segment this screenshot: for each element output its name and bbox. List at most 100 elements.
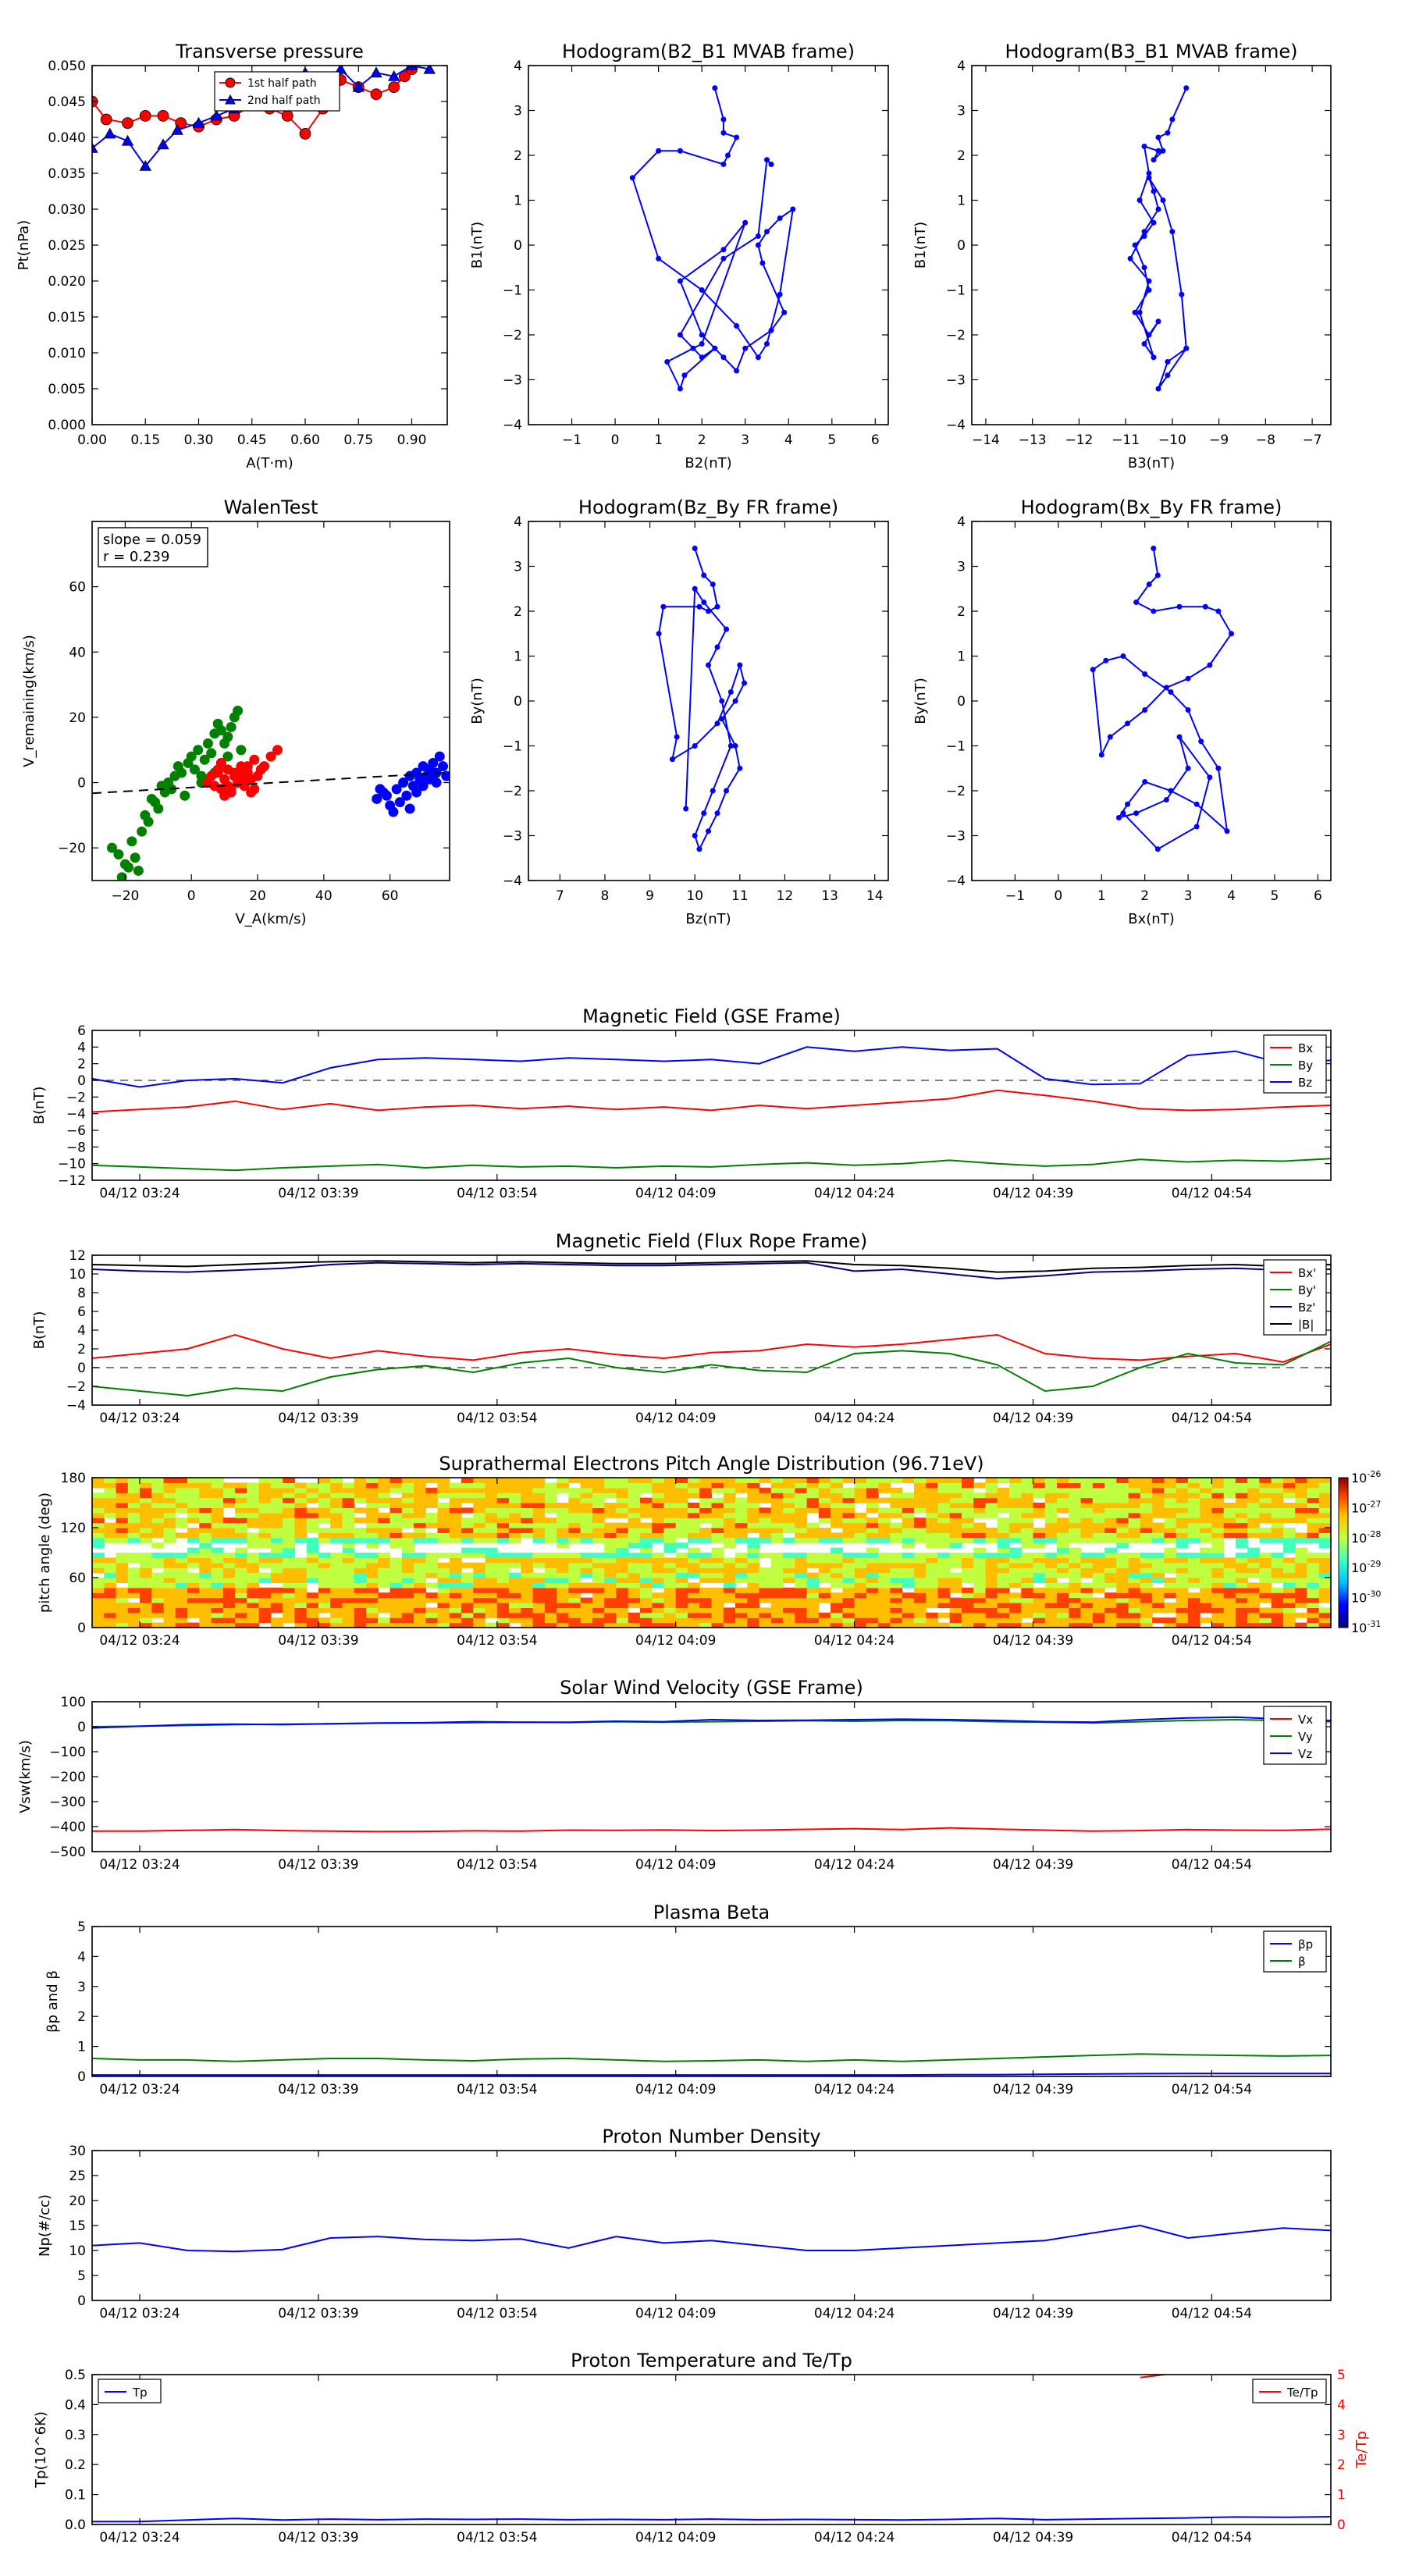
pad-cell bbox=[532, 1597, 546, 1603]
pad-cell bbox=[997, 1547, 1010, 1553]
pad-cell bbox=[449, 1607, 462, 1614]
pad-cell bbox=[973, 1603, 987, 1608]
pad-cell bbox=[854, 1537, 867, 1543]
pad-cell bbox=[1069, 1487, 1082, 1493]
pad-cell bbox=[187, 1592, 200, 1599]
pad-cell bbox=[639, 1562, 653, 1568]
pad-cell bbox=[92, 1507, 105, 1514]
pad-cell bbox=[854, 1497, 867, 1503]
pad-cell bbox=[962, 1592, 974, 1599]
pad-cell bbox=[688, 1607, 700, 1614]
pad-cell bbox=[878, 1567, 891, 1574]
pad-cell bbox=[127, 1507, 140, 1514]
pad-cell bbox=[283, 1522, 296, 1528]
pad-cell bbox=[235, 1528, 247, 1533]
temperature-xtick-label: 04/12 04:54 bbox=[1172, 2530, 1252, 2546]
pad-cell bbox=[258, 1587, 272, 1593]
walen_test-point bbox=[242, 761, 253, 772]
pad-cell bbox=[163, 1528, 176, 1533]
pad-cell bbox=[688, 1567, 700, 1574]
hodo_b2_b1-point bbox=[699, 332, 705, 338]
pad-cell bbox=[342, 1528, 355, 1533]
pad-cell bbox=[140, 1522, 152, 1528]
pad-cell bbox=[699, 1557, 713, 1564]
pad-cell bbox=[1033, 1557, 1046, 1564]
pad-cell bbox=[389, 1522, 403, 1528]
pad-cell bbox=[258, 1553, 272, 1558]
pad-cell bbox=[378, 1557, 391, 1564]
mag_fr-series-By' bbox=[92, 1340, 1331, 1397]
pad-cell bbox=[414, 1537, 426, 1543]
pad-cell bbox=[628, 1493, 641, 1499]
pad-cell bbox=[496, 1553, 510, 1558]
pad-cell bbox=[366, 1592, 379, 1599]
pad-cell bbox=[902, 1578, 915, 1583]
pad-cell bbox=[1211, 1528, 1225, 1533]
pad-panel: Suprathermal Electrons Pitch Angle Distr… bbox=[37, 1453, 1381, 1649]
pad-cell bbox=[735, 1597, 748, 1603]
pad-cell bbox=[675, 1528, 688, 1533]
pad-cell bbox=[592, 1478, 605, 1483]
pad-cell bbox=[318, 1482, 331, 1489]
pad-cell bbox=[258, 1522, 272, 1528]
pad-cell bbox=[747, 1603, 760, 1608]
pad-cell bbox=[557, 1503, 569, 1508]
pad-cell bbox=[783, 1487, 795, 1493]
pad-cell bbox=[1259, 1617, 1272, 1624]
pad-cell bbox=[1092, 1567, 1105, 1574]
pad-cell bbox=[783, 1522, 795, 1528]
pad-cell bbox=[973, 1528, 987, 1533]
pad-cell bbox=[997, 1557, 1010, 1564]
pad-cell bbox=[628, 1522, 641, 1528]
pad-cell bbox=[1283, 1578, 1296, 1583]
hodo_b2_b1-ylabel: B1(nT) bbox=[469, 222, 486, 269]
pad-cell bbox=[973, 1607, 987, 1614]
pad-cell bbox=[1247, 1617, 1261, 1624]
pad-cell bbox=[831, 1532, 843, 1539]
pad-cell bbox=[913, 1582, 927, 1589]
pad-cell bbox=[1164, 1493, 1177, 1499]
pad-cell bbox=[1057, 1572, 1069, 1578]
pad-cell bbox=[496, 1597, 510, 1603]
pad-cell bbox=[652, 1522, 665, 1528]
pad-cell bbox=[628, 1512, 641, 1518]
pad-cell bbox=[688, 1617, 700, 1624]
pad-cell bbox=[425, 1617, 439, 1624]
mag_fr-series-Bz' bbox=[92, 1261, 1331, 1280]
pad-cell bbox=[806, 1487, 820, 1493]
pad-cell bbox=[1104, 1597, 1117, 1603]
pad-cell bbox=[1187, 1493, 1200, 1499]
pad-cell bbox=[1057, 1567, 1069, 1574]
pad-cell bbox=[949, 1522, 962, 1528]
hodo_bz_by-xlabel: Bz(nT) bbox=[685, 911, 731, 927]
pad-colorbar-label: 10-29 bbox=[1351, 1559, 1381, 1575]
pad-cell bbox=[770, 1528, 784, 1533]
pad-cell bbox=[854, 1587, 867, 1593]
pad-cell bbox=[628, 1528, 641, 1533]
pad-cell bbox=[1080, 1572, 1094, 1578]
pad-cell bbox=[913, 1532, 927, 1539]
pad-cell bbox=[222, 1612, 236, 1618]
pad-cell bbox=[818, 1617, 831, 1624]
pad-cell bbox=[604, 1567, 617, 1574]
pad-cell bbox=[247, 1507, 260, 1514]
pad-cell bbox=[616, 1547, 629, 1553]
temperature-right-legend-label: Te/Tp bbox=[1286, 2386, 1318, 2400]
pad-cell bbox=[1318, 1517, 1331, 1524]
pad-cell bbox=[866, 1603, 879, 1608]
pad-cell bbox=[759, 1622, 772, 1628]
mag_fr-ytick-label: 4 bbox=[77, 1323, 86, 1339]
pad-cell bbox=[175, 1603, 188, 1608]
pad-cell bbox=[663, 1592, 677, 1599]
pad-cell bbox=[1247, 1528, 1261, 1533]
pad-cell bbox=[330, 1497, 343, 1503]
pad-cell bbox=[926, 1503, 939, 1508]
pad-colorbar-label-exp: -30 bbox=[1367, 1589, 1381, 1599]
pad-cell bbox=[699, 1612, 713, 1618]
temperature-ylabel-right: Te/Tp bbox=[1353, 2431, 1370, 2469]
pad-cell bbox=[163, 1587, 176, 1593]
temperature-xtick-label: 04/12 04:39 bbox=[993, 2530, 1073, 2546]
vsw-legend-label: Vy bbox=[1298, 1730, 1313, 1744]
density-xtick-label: 04/12 04:24 bbox=[814, 2306, 895, 2322]
pad-cell bbox=[414, 1622, 426, 1628]
